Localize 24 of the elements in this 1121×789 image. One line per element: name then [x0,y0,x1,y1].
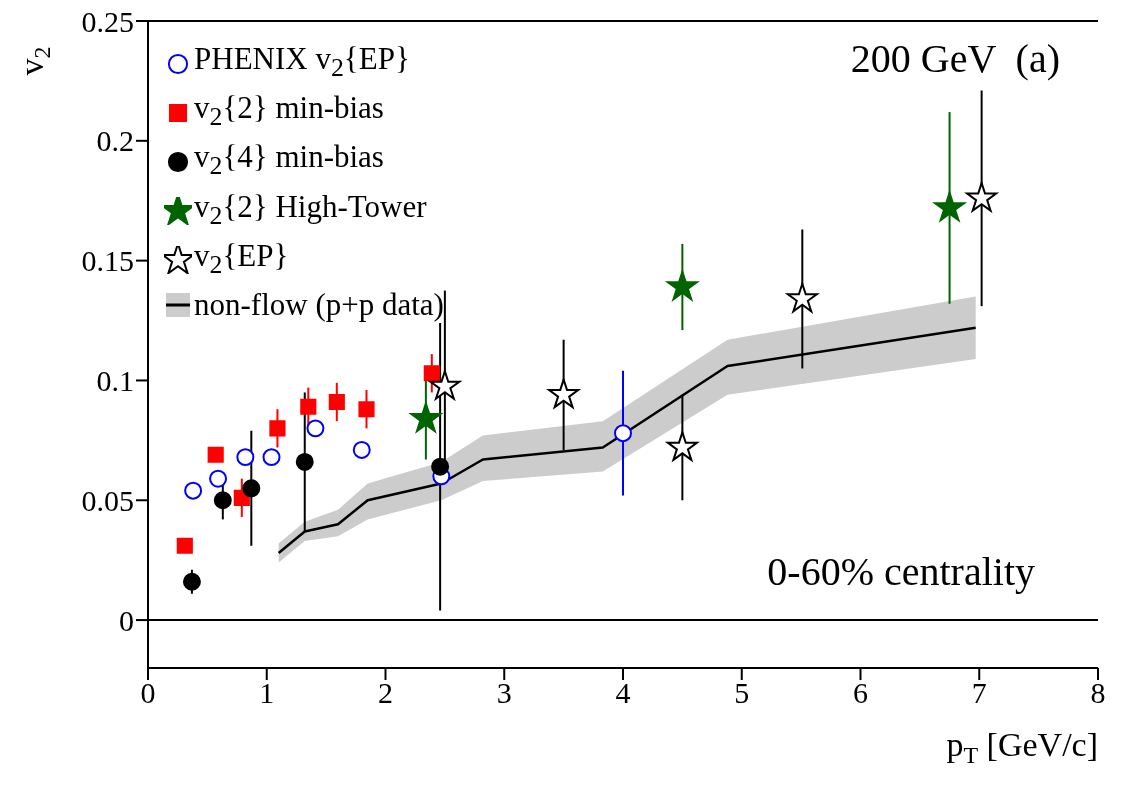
y-tick-label: 0.1 [96,364,134,398]
x-tick-label: 4 [615,676,631,710]
legend-label: v$_{2}${2} min-bias [194,89,384,134]
annotation: 0-60% centrality [767,548,1035,595]
x-tick-label: 5 [734,676,750,710]
legend-label: non-flow (p+p data) [194,285,444,324]
y-tick-label: 0.15 [81,244,134,278]
legend-label: PHENIX v$_{2}${EP} [194,40,410,85]
legend-label: v$_{2}${EP} [194,236,289,281]
x-tick-label: 7 [971,676,987,710]
annotation: 200 GeV (a) [850,35,1060,82]
x-tick-label: 6 [853,676,868,710]
y-tick-label: 0 [119,603,134,637]
x-tick-label: 2 [378,676,393,710]
x-tick-label: 3 [496,676,512,710]
y-tick-label: 0.25 [81,4,134,38]
y-tick-label: 0.2 [96,124,134,158]
y-tick-label: 0.05 [81,483,134,517]
legend-label: v$_{2}${2} High-Tower [194,187,427,232]
x-tick-label: 0 [140,676,156,710]
legend-label: v$_{2}${4} min-bias [194,138,384,183]
x-tick-label: 8 [1090,676,1106,710]
x-tick-label: 1 [259,676,275,710]
x-axis-title: p$_{T}$ [GeV/c] [946,726,1098,769]
